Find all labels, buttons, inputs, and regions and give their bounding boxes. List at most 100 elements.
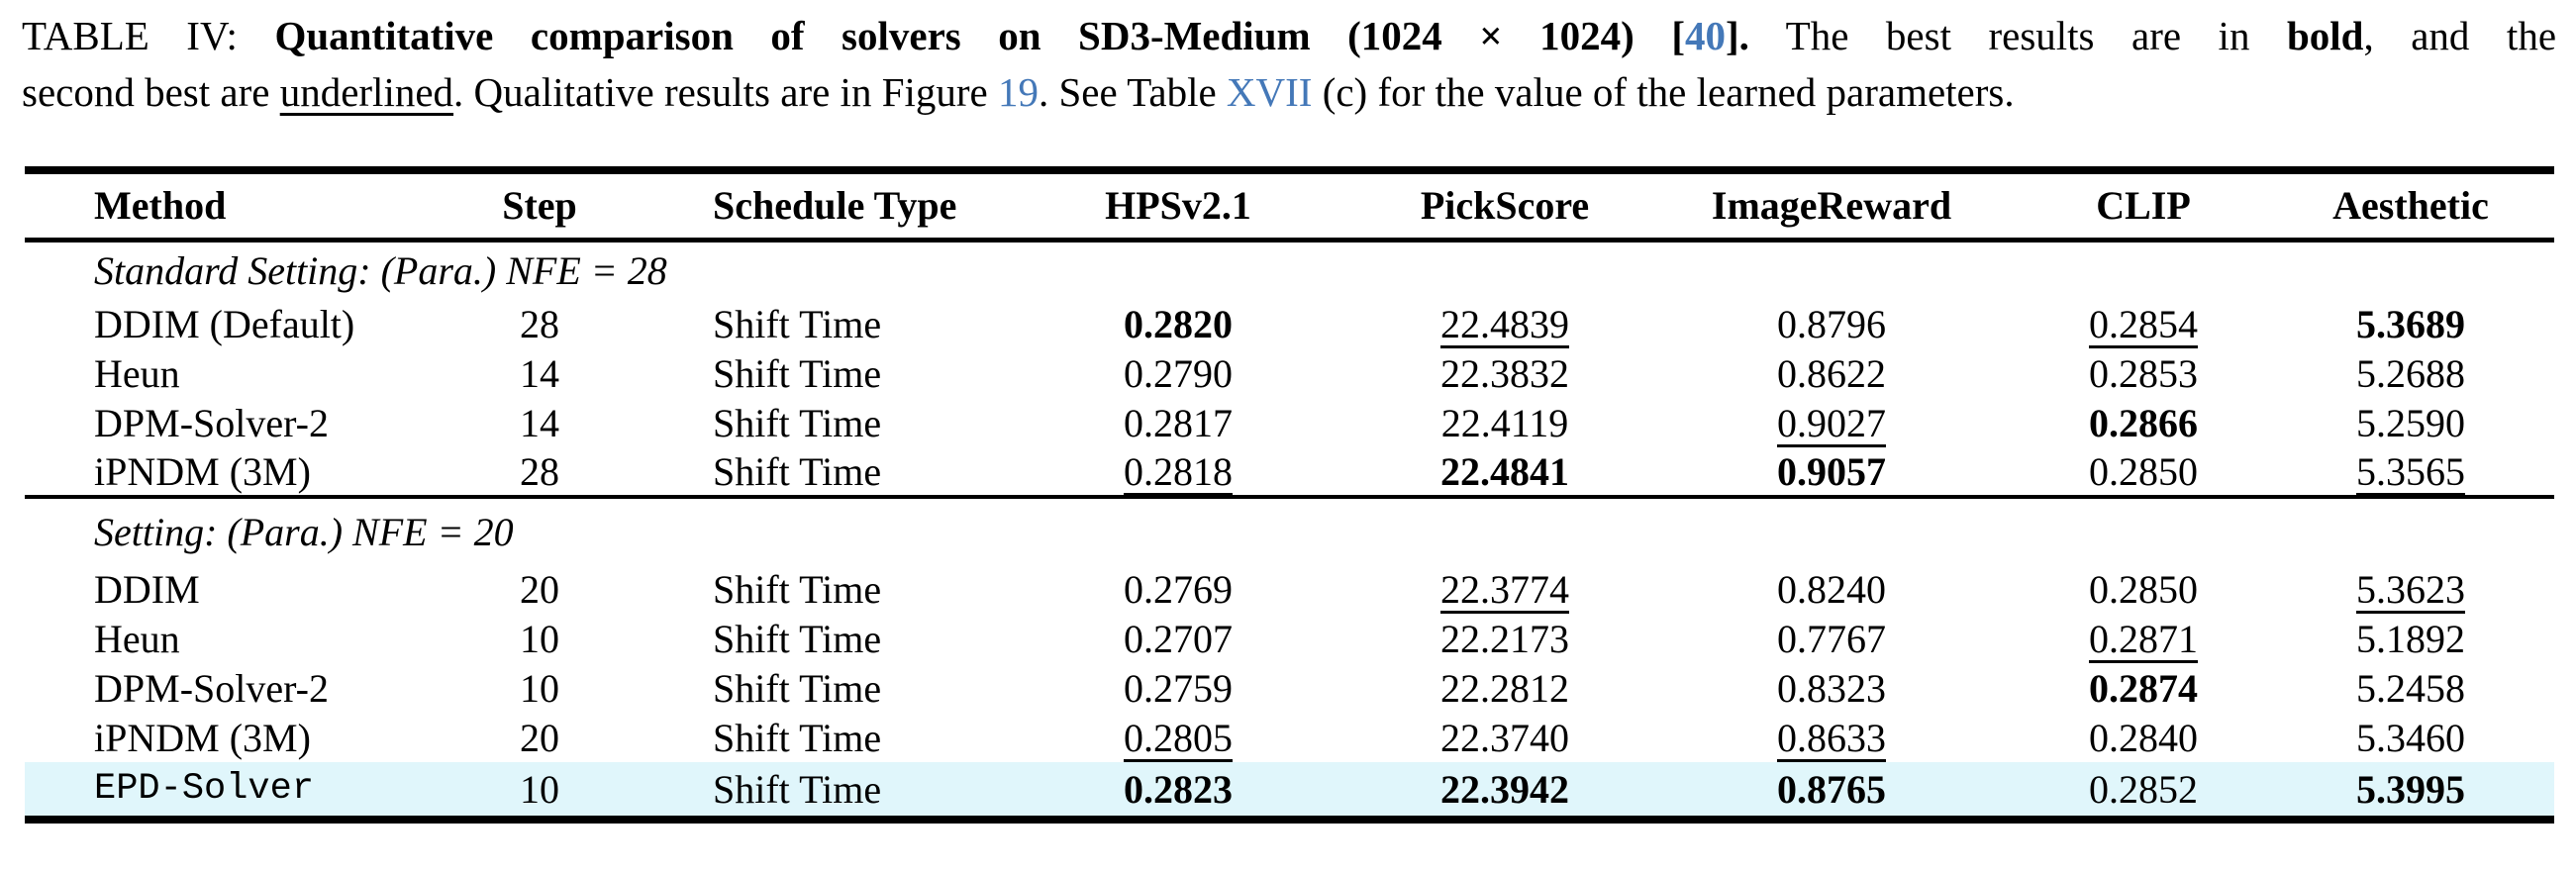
- step-cell: 20: [520, 566, 559, 612]
- hpsv21-cell: 0.2759: [1124, 665, 1233, 711]
- imagereward-cell: 0.8796: [1777, 301, 1886, 346]
- hpsv21-cell: 0.2805: [1124, 715, 1233, 760]
- section-title-row: Standard Setting: (Para.) NFE = 28: [25, 240, 2554, 299]
- imagereward-cell: 0.8765: [1643, 762, 2020, 820]
- aesthetic-cell: 5.3565: [2356, 448, 2465, 494]
- schedule-cell: Shift Time: [713, 715, 882, 760]
- method-cell: Heun: [94, 350, 180, 396]
- hpsv21-cell: 0.2769: [1124, 566, 1233, 612]
- schedule-cell: Shift Time: [713, 301, 882, 346]
- caption-label: TABLE IV:: [22, 13, 275, 58]
- imagereward-cell: 0.8622: [1777, 350, 1886, 396]
- aesthetic-cell: 5.3460: [2356, 715, 2465, 760]
- method-cell: DDIM: [94, 566, 200, 612]
- pickscore-cell: 22.2812: [1440, 665, 1569, 711]
- table-caption: TABLE IV: Quantitative comparison of sol…: [22, 8, 2556, 121]
- caption-text-4: . See Table: [1038, 69, 1227, 115]
- hpsv21-cell: 0.2818: [1124, 448, 1233, 494]
- hpsv21-cell: 0.2823: [990, 762, 1366, 820]
- aesthetic-cell: 5.2458: [2356, 665, 2465, 711]
- aesthetic-cell: 5.3689: [2356, 301, 2465, 346]
- step-cell: 10: [520, 665, 559, 711]
- caption-text-3: . Qualitative results are in Figure: [453, 69, 998, 115]
- table-row: DPM-Solver-2 10 Shift Time 0.2759 22.281…: [25, 663, 2554, 713]
- clip-cell: 0.2850: [2089, 566, 2198, 612]
- method-cell: EPD-Solver: [25, 762, 441, 820]
- section-title-row: Setting: (Para.) NFE = 20: [25, 495, 2554, 564]
- clip-cell: 0.2840: [2089, 715, 2198, 760]
- schedule-cell: Shift Time: [713, 616, 882, 661]
- caption-line-2: second best are underlined. Qualitative …: [22, 64, 2556, 121]
- imagereward-cell: 0.8633: [1777, 715, 1886, 760]
- schedule-cell: Shift Time: [713, 350, 882, 396]
- header-row: Method Step Schedule Type HPSv2.1 PickSc…: [25, 170, 2554, 242]
- clip-cell: 0.2874: [2089, 665, 2198, 711]
- method-cell: iPNDM (3M): [94, 448, 311, 494]
- clip-cell: 0.2866: [2089, 400, 2198, 445]
- aesthetic-cell: 5.2688: [2356, 350, 2465, 396]
- method-cell: Heun: [94, 616, 180, 661]
- column-header-imagereward: ImageReward: [1643, 170, 2020, 242]
- schedule-cell: Shift Time: [713, 448, 882, 494]
- caption-text-1: The best results are in: [1748, 13, 2287, 58]
- caption-title: Quantitative comparison of solvers on SD…: [274, 13, 1672, 58]
- column-header-pickscore: PickScore: [1366, 170, 1643, 242]
- table-row-epd-solver-highlighted: EPD-Solver 10 Shift Time 0.2823 22.3942 …: [25, 762, 2554, 820]
- hpsv21-cell: 0.2707: [1124, 616, 1233, 661]
- column-header-hpsv21: HPSv2.1: [990, 170, 1366, 242]
- aesthetic-cell: 5.3623: [2356, 566, 2465, 612]
- hpsv21-cell: 0.2790: [1124, 350, 1233, 396]
- imagereward-cell: 0.8240: [1777, 566, 1886, 612]
- pickscore-cell: 22.3774: [1440, 566, 1569, 612]
- pickscore-cell: 22.3740: [1440, 715, 1569, 760]
- step-cell: 14: [520, 350, 559, 396]
- step-cell: 14: [520, 400, 559, 445]
- pickscore-cell: 22.3832: [1440, 350, 1569, 396]
- step-cell: 10: [441, 762, 639, 820]
- section-title: Setting: (Para.) NFE = 20: [25, 495, 2554, 564]
- citation-link[interactable]: 40: [1685, 13, 1726, 58]
- aesthetic-cell: 5.1892: [2356, 616, 2465, 661]
- clip-cell: 0.2854: [2089, 301, 2198, 346]
- step-cell: 10: [520, 616, 559, 661]
- caption-bold-word: bold: [2286, 13, 2364, 58]
- clip-cell: 0.2852: [2020, 762, 2267, 820]
- pickscore-cell: 22.3942: [1366, 762, 1643, 820]
- column-header-aesthetic: Aesthetic: [2267, 170, 2554, 242]
- clip-cell: 0.2871: [2089, 616, 2198, 661]
- schedule-cell: Shift Time: [713, 665, 882, 711]
- table-row: DDIM (Default) 28 Shift Time 0.2820 22.4…: [25, 299, 2554, 348]
- figure-link[interactable]: 19: [997, 69, 1039, 115]
- aesthetic-cell: 5.3995: [2267, 762, 2554, 820]
- table-row: Heun 10 Shift Time 0.2707 22.2173 0.7767…: [25, 614, 2554, 663]
- pickscore-cell: 22.4119: [1440, 400, 1569, 445]
- step-cell: 20: [520, 715, 559, 760]
- schedule-cell: Shift Time: [713, 400, 882, 445]
- method-cell: iPNDM (3M): [94, 715, 311, 760]
- method-cell: DPM-Solver-2: [94, 665, 329, 711]
- imagereward-cell: 0.7767: [1777, 616, 1886, 661]
- column-header-clip: CLIP: [2020, 170, 2267, 242]
- table-ref-link[interactable]: XVII: [1226, 69, 1313, 115]
- citation-bracket-close: ].: [1726, 13, 1749, 58]
- schedule-cell: Shift Time: [639, 762, 990, 820]
- imagereward-cell: 0.8323: [1777, 665, 1886, 711]
- clip-cell: 0.2853: [2089, 350, 2198, 396]
- results-table: Method Step Schedule Type HPSv2.1 PickSc…: [25, 166, 2554, 824]
- hpsv21-cell: 0.2820: [1124, 301, 1233, 346]
- clip-cell: 0.2850: [2089, 448, 2198, 494]
- column-header-step: Step: [441, 170, 639, 242]
- table-row: DDIM 20 Shift Time 0.2769 22.3774 0.8240…: [25, 564, 2554, 614]
- citation-bracket-open: [: [1671, 13, 1685, 58]
- table-row: DPM-Solver-2 14 Shift Time 0.2817 22.411…: [25, 398, 2554, 447]
- step-cell: 28: [520, 301, 559, 346]
- section-title: Standard Setting: (Para.) NFE = 28: [94, 247, 667, 293]
- hpsv21-cell: 0.2817: [1124, 400, 1233, 445]
- schedule-cell: Shift Time: [713, 566, 882, 612]
- table-row: Heun 14 Shift Time 0.2790 22.3832 0.8622…: [25, 348, 2554, 398]
- table-row: iPNDM (3M) 20 Shift Time 0.2805 22.3740 …: [25, 713, 2554, 762]
- aesthetic-cell: 5.2590: [2356, 400, 2465, 445]
- caption-text-2b: second best are: [22, 69, 280, 115]
- table-row: iPNDM (3M) 28 Shift Time 0.2818 22.4841 …: [25, 447, 2554, 497]
- caption-text-2a: , and the: [2363, 13, 2557, 58]
